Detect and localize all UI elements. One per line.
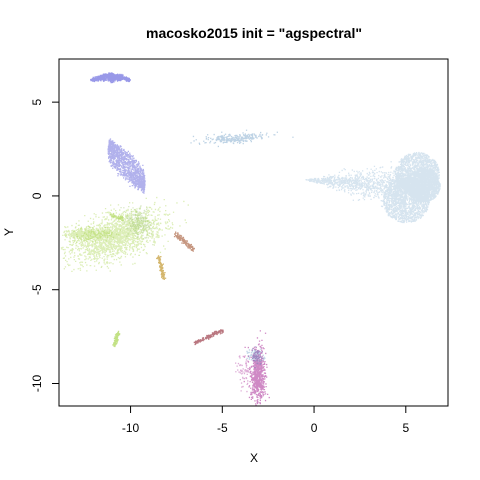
cluster-8 [112,330,121,348]
x-tick-label: 0 [311,421,318,435]
x-tick-label: 5 [402,421,409,435]
y-axis-label: Y [2,228,16,236]
cluster-9 [156,255,167,280]
cluster-4 [60,196,189,272]
y-tick-label: 0 [30,192,44,199]
y-tick-label: -5 [30,284,44,295]
cluster-11 [193,329,224,346]
cluster-points [90,72,131,84]
x-tick-label: -5 [217,421,228,435]
cluster-points [156,255,167,280]
x-axis: -10 -5 0 5 [122,406,409,435]
x-axis-label: X [250,451,258,465]
cluster-7 [109,212,126,221]
cluster-points [173,231,195,252]
y-tick-label: 5 [30,98,44,105]
cluster-0 [305,151,441,224]
cluster-13 [246,346,266,369]
chart-title: macosko2015 init = "agspectral" [146,25,362,41]
cluster-12 [243,330,270,406]
x-tick-label: -10 [122,421,140,435]
cluster-points [243,330,270,406]
cluster-points [62,225,121,243]
cluster-points [109,212,126,221]
cluster-points [190,129,294,148]
cluster-points [112,330,121,348]
cluster-points [60,196,189,272]
cluster-points [246,346,266,369]
cluster-10 [173,231,195,252]
cluster-points [107,138,146,194]
data-points [60,72,441,406]
cluster-2 [90,72,131,84]
cluster-5 [62,225,121,243]
cluster-1 [190,129,294,148]
cluster-points [235,355,254,393]
cluster-6 [120,205,158,246]
cluster-points [305,151,441,224]
cluster-3 [107,138,146,194]
cluster-points [193,329,224,346]
plot-frame [58,58,449,407]
cluster-points [120,205,158,246]
y-tick-label: -10 [30,374,44,392]
y-axis: -10 -5 0 5 [30,98,59,392]
cluster-14 [235,355,254,393]
